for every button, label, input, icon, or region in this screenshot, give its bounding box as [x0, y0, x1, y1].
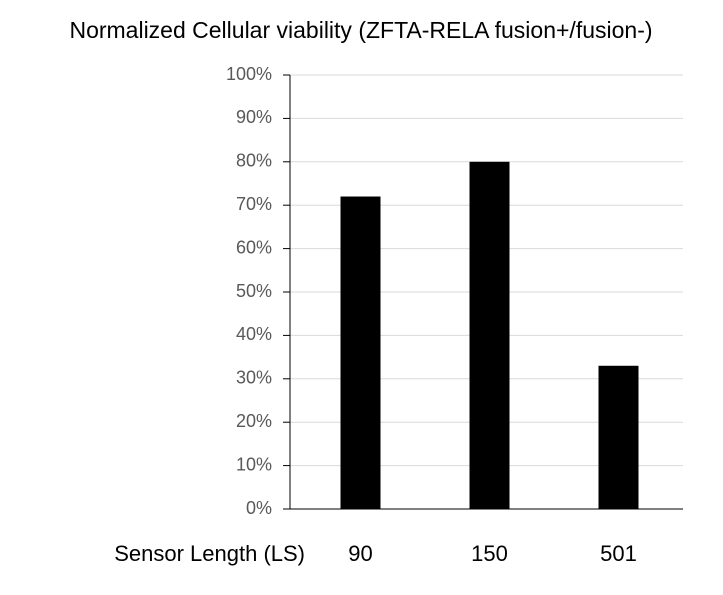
y-tick-label: 100% — [226, 64, 272, 84]
y-tick-label: 50% — [236, 281, 272, 301]
x-tick-label: 501 — [600, 541, 637, 566]
bar — [340, 196, 381, 509]
y-tick-label: 90% — [236, 107, 272, 127]
x-tick-label: 90 — [348, 541, 372, 566]
chart-title: Normalized Cellular viability (ZFTA-RELA… — [69, 17, 652, 43]
y-tick-label: 60% — [236, 237, 272, 257]
y-tick-label: 80% — [236, 151, 272, 171]
y-tick-label: 0% — [246, 498, 272, 518]
y-tick-label: 10% — [236, 454, 272, 474]
x-tick-label: 150 — [471, 541, 508, 566]
x-axis-label: Sensor Length (LS) — [114, 541, 305, 566]
bar — [598, 365, 639, 509]
y-tick-label: 30% — [236, 368, 272, 388]
y-tick-label: 70% — [236, 194, 272, 214]
y-tick-label: 40% — [236, 324, 272, 344]
y-tick-label: 20% — [236, 411, 272, 431]
bar — [469, 161, 510, 510]
